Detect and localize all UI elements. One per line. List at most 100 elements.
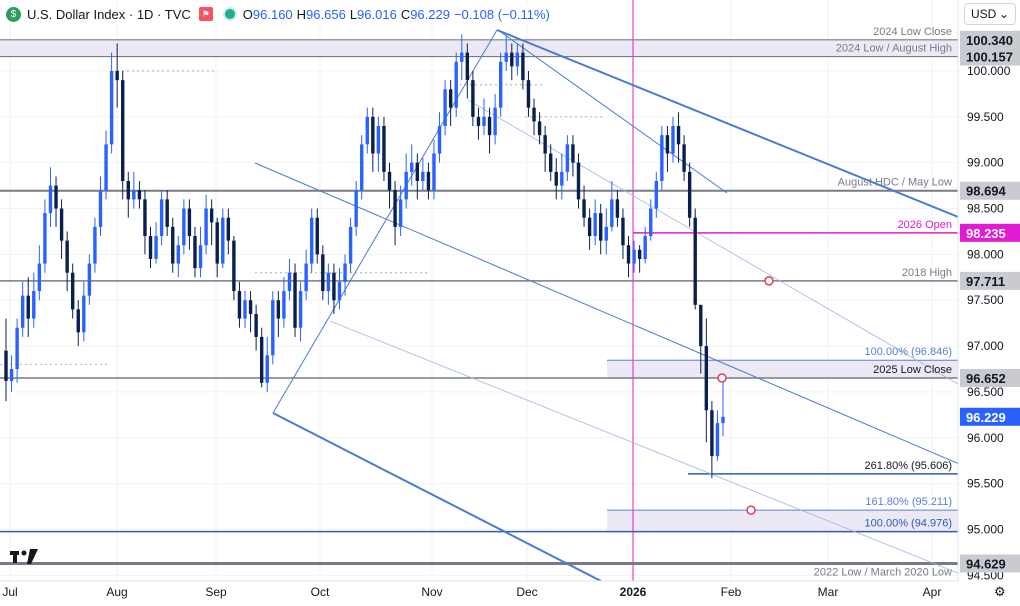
markers xyxy=(717,276,774,515)
candle xyxy=(309,208,314,273)
candle xyxy=(654,171,659,218)
candle xyxy=(93,217,97,273)
candle xyxy=(187,199,192,250)
candle xyxy=(293,263,297,337)
candle-body xyxy=(582,199,586,218)
candle-body xyxy=(482,116,486,126)
candle xyxy=(154,222,158,264)
candle-body xyxy=(143,199,147,237)
currency-select[interactable]: USD ⌄ xyxy=(964,3,1016,25)
candle xyxy=(59,199,64,259)
candle-body xyxy=(209,208,214,223)
candle-body xyxy=(637,249,642,259)
candle xyxy=(699,304,703,374)
candle-body xyxy=(510,52,514,67)
candle-body xyxy=(193,236,197,269)
candle xyxy=(593,199,597,246)
candle xyxy=(393,181,397,246)
level-lines xyxy=(0,0,958,581)
candle xyxy=(693,208,697,310)
candle-body xyxy=(615,199,620,218)
candle-body xyxy=(382,125,386,172)
candle-body xyxy=(137,190,142,200)
candle xyxy=(76,300,80,347)
candle-body xyxy=(315,217,319,255)
candle xyxy=(576,153,581,209)
candle xyxy=(276,291,281,337)
candle xyxy=(426,162,431,200)
candle-body xyxy=(204,208,208,246)
price-badge-label: 98.694 xyxy=(966,184,1007,199)
candle xyxy=(432,139,436,200)
gear-icon[interactable]: ⚙ xyxy=(994,584,1006,599)
candle xyxy=(315,208,319,264)
candle xyxy=(715,410,720,461)
candle xyxy=(4,318,8,402)
last-price-badge-label: 96.229 xyxy=(966,410,1006,425)
candle xyxy=(70,263,75,319)
candle-body xyxy=(248,300,253,314)
candle-body xyxy=(343,263,347,282)
candle xyxy=(176,236,181,278)
candle xyxy=(704,318,709,443)
candle-body xyxy=(387,171,392,191)
tv-logo-stem xyxy=(13,551,17,563)
candle-body xyxy=(548,153,553,172)
x-tick-label: Sep xyxy=(205,585,227,599)
channel-line xyxy=(254,162,1020,491)
price-badge: 98.235 xyxy=(960,223,1020,242)
candle-body xyxy=(571,144,575,163)
candle-body xyxy=(148,236,153,259)
candle xyxy=(321,245,325,301)
candle xyxy=(337,268,342,310)
tv-logo-icon xyxy=(10,549,38,564)
candle xyxy=(204,194,208,255)
candle-body xyxy=(165,199,169,227)
candle-body xyxy=(232,240,236,292)
candle xyxy=(65,231,69,292)
price-badge-label: 97.711 xyxy=(966,274,1005,289)
tv-logo-slash xyxy=(27,549,38,564)
candle xyxy=(410,144,414,186)
candle-body xyxy=(309,217,314,264)
candle-body xyxy=(521,52,525,81)
candle xyxy=(537,112,542,145)
candle xyxy=(548,144,553,182)
candle-body xyxy=(437,125,442,154)
candle xyxy=(226,208,231,255)
candle xyxy=(665,125,670,172)
candle xyxy=(20,281,25,337)
candle-body xyxy=(621,217,625,246)
channel-line xyxy=(496,29,1020,243)
flag-icon[interactable]: ⚑ xyxy=(198,7,213,21)
candle-body xyxy=(493,107,497,136)
change-value: −0.108 (−0.11%) xyxy=(453,6,550,22)
candle-body xyxy=(537,121,542,136)
price-badge: 100.340 xyxy=(960,30,1020,49)
y-axis[interactable]: 100.000 99.500 99.000 98.500 98.000 97.500 97.… xyxy=(957,0,1020,601)
candle xyxy=(521,43,525,90)
candle xyxy=(343,254,347,296)
candle xyxy=(448,80,453,126)
x-tick-label: Aug xyxy=(106,585,127,599)
candle-body xyxy=(660,135,664,182)
candle-body xyxy=(365,116,369,145)
y-tick-label: 97.000 xyxy=(967,339,1004,353)
candle xyxy=(498,52,503,117)
price-badge: 97.711 xyxy=(960,271,1020,290)
candle-body xyxy=(54,185,58,209)
y-axis-bg xyxy=(958,0,1020,601)
candle xyxy=(560,153,564,200)
candle xyxy=(182,199,186,255)
candle xyxy=(637,245,642,273)
candle-body xyxy=(132,190,136,200)
x-axis[interactable]: Jul Aug Sep Oct Nov Dec 2026 Feb Mar Apr xyxy=(0,549,1020,601)
candle xyxy=(443,80,447,136)
y-tick-label: 96.500 xyxy=(967,385,1004,399)
candle-body xyxy=(504,52,508,62)
candle-body xyxy=(59,208,64,241)
candle-body xyxy=(465,52,470,81)
level-label: 161.80% (95.211) xyxy=(865,496,952,508)
